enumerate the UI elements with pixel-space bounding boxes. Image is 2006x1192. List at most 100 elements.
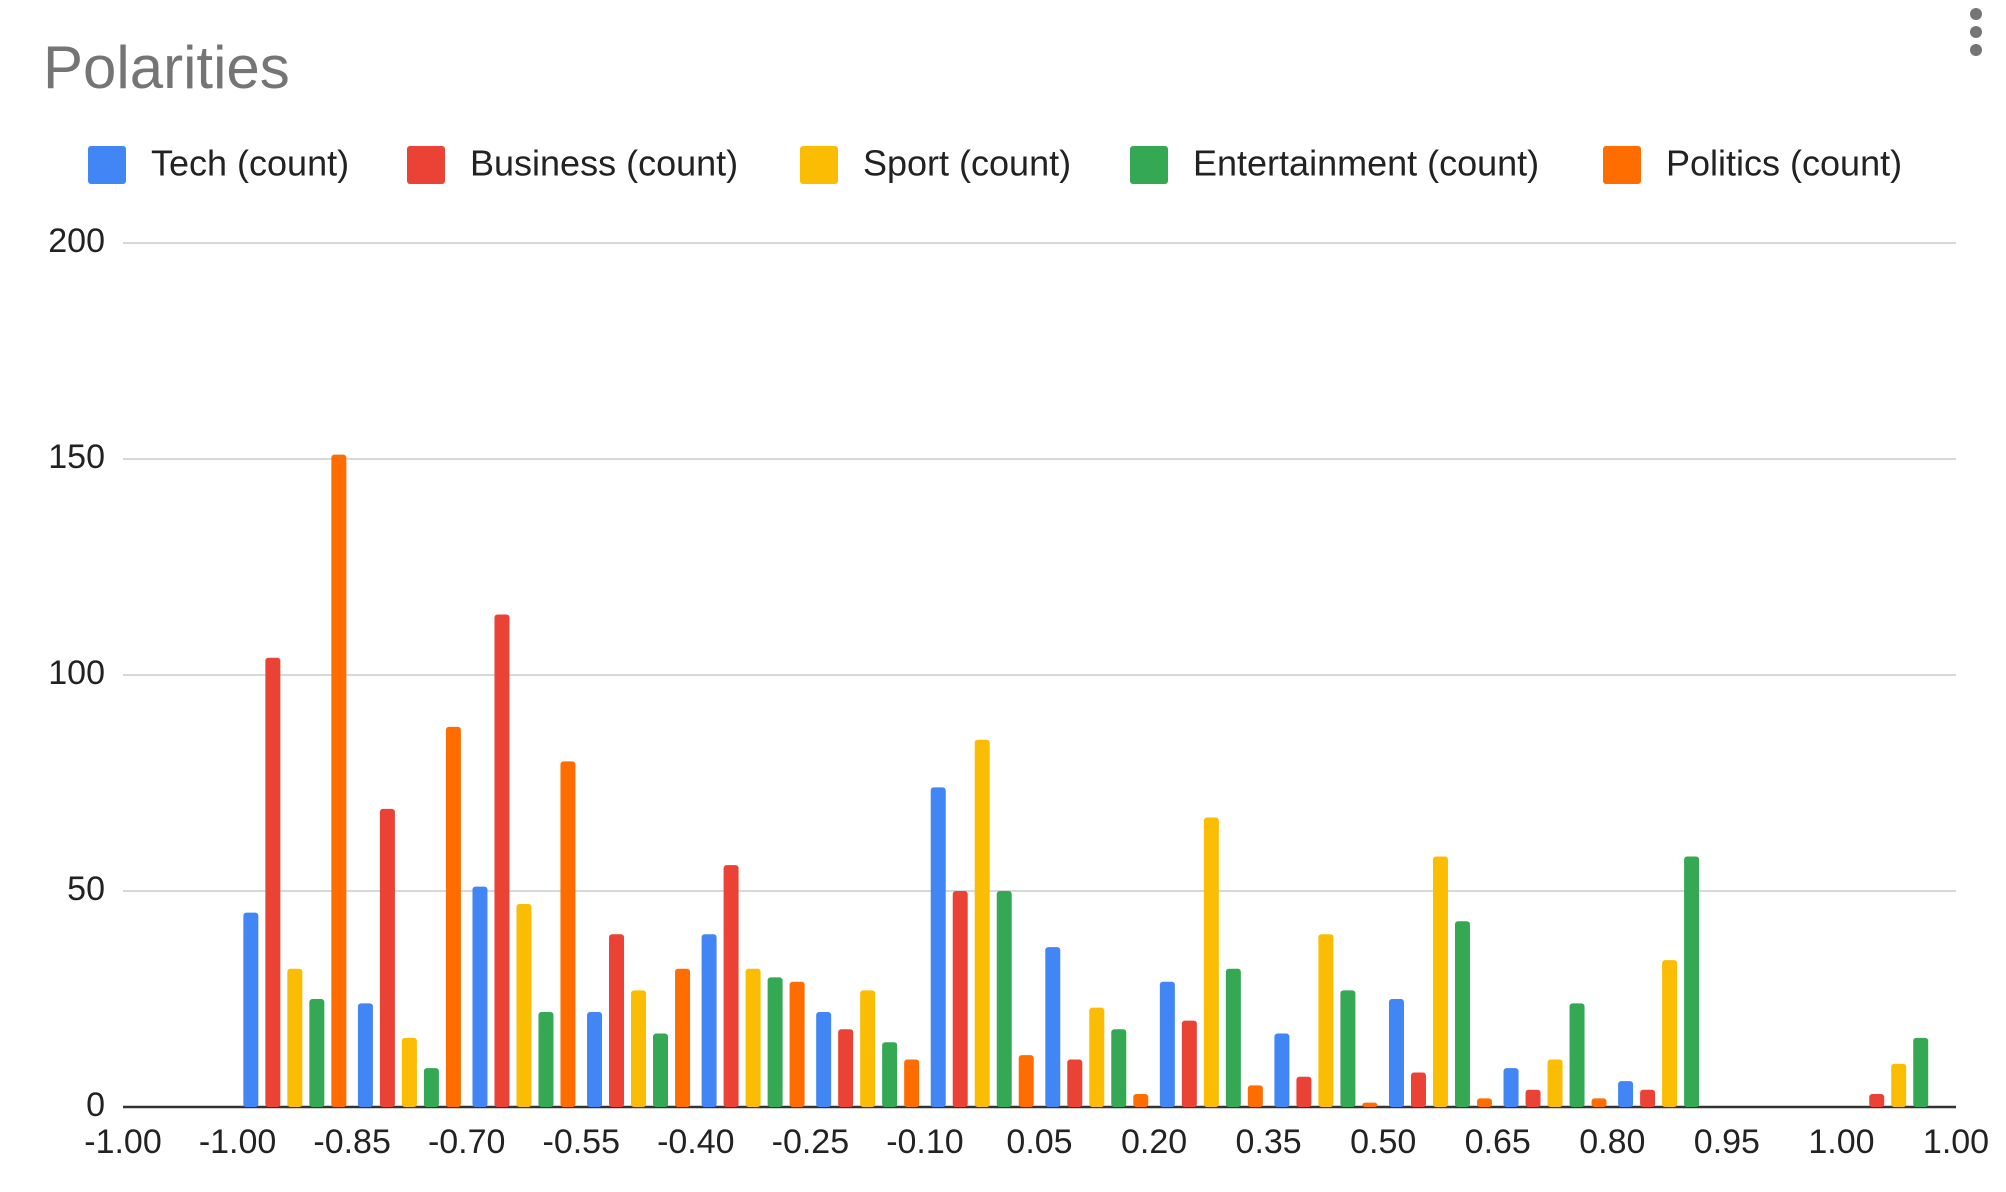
x-tick-label: 0.65 <box>1465 1123 1531 1161</box>
bar <box>1525 1089 1541 1107</box>
bar <box>745 968 761 1107</box>
x-tick-label: -1.00 <box>84 1123 162 1161</box>
bar <box>1274 1033 1290 1107</box>
bar <box>516 903 532 1107</box>
bar <box>904 1059 920 1107</box>
bar <box>838 1029 854 1107</box>
bar <box>1591 1098 1607 1107</box>
bar <box>1067 1059 1083 1107</box>
menu-icon[interactable] <box>1970 8 1982 56</box>
chart-title: Polarities <box>43 34 290 101</box>
bar <box>243 912 259 1107</box>
bar <box>331 454 347 1107</box>
legend-label: Tech (count) <box>151 143 349 184</box>
bar <box>1618 1081 1634 1107</box>
bar <box>587 1011 603 1107</box>
bar <box>1159 981 1175 1107</box>
y-tick-label: 100 <box>48 654 105 692</box>
bar <box>423 1068 439 1107</box>
bar <box>816 1011 832 1107</box>
bar <box>675 968 691 1107</box>
x-tick-label: -0.10 <box>886 1123 964 1161</box>
x-tick-label: 1.00 <box>1808 1123 1874 1161</box>
bar <box>287 968 303 1107</box>
menu-dot <box>1970 26 1982 38</box>
bar <box>1410 1072 1426 1107</box>
y-tick-label: 150 <box>48 438 105 476</box>
bar <box>1362 1102 1378 1107</box>
bar <box>1296 1076 1312 1107</box>
bar <box>1913 1037 1929 1107</box>
bar <box>1684 856 1700 1107</box>
legend-label: Sport (count) <box>863 143 1071 184</box>
x-tick-label: -0.70 <box>428 1123 506 1161</box>
x-tick-label: 0.35 <box>1236 1123 1302 1161</box>
x-tick-label: -0.40 <box>657 1123 735 1161</box>
x-tick-label: -1.00 <box>199 1123 277 1161</box>
bar <box>538 1011 554 1107</box>
bar <box>1045 947 1061 1107</box>
bar <box>1891 1063 1907 1107</box>
bar <box>265 657 281 1107</box>
x-tick-label: 0.05 <box>1006 1123 1072 1161</box>
bar <box>1476 1098 1492 1107</box>
bar <box>1503 1068 1519 1107</box>
bar <box>974 739 990 1107</box>
bar <box>357 1003 373 1107</box>
y-tick-label: 0 <box>86 1086 105 1124</box>
bar <box>1203 817 1219 1107</box>
x-tick-label: 0.50 <box>1350 1123 1416 1161</box>
bar <box>930 787 946 1107</box>
bar <box>767 977 783 1107</box>
menu-dot <box>1970 44 1982 56</box>
bar <box>1662 960 1678 1107</box>
bar <box>472 886 488 1107</box>
bar <box>1454 921 1470 1107</box>
bar <box>1318 934 1334 1107</box>
x-tick-label: -0.55 <box>543 1123 621 1161</box>
legend-swatch <box>407 146 445 184</box>
legend-label: Politics (count) <box>1666 143 1902 184</box>
menu-dot <box>1970 8 1982 20</box>
bar <box>1133 1094 1149 1107</box>
bar <box>401 1037 417 1107</box>
y-tick-label: 50 <box>67 870 105 908</box>
bar <box>445 726 461 1107</box>
bar <box>494 614 510 1107</box>
legend-swatch <box>1603 146 1641 184</box>
bar <box>1640 1089 1656 1107</box>
x-tick-label: 0.95 <box>1694 1123 1760 1161</box>
x-tick-label: 0.20 <box>1121 1123 1187 1161</box>
bar <box>860 990 876 1107</box>
bar <box>1340 990 1356 1107</box>
bar <box>1869 1094 1885 1107</box>
legend-swatch <box>1130 146 1168 184</box>
bar <box>701 934 717 1107</box>
x-tick-label: 1.00 <box>1923 1123 1989 1161</box>
legend-swatch <box>88 146 126 184</box>
legend-label: Entertainment (count) <box>1193 143 1539 184</box>
bar <box>309 999 325 1107</box>
bar <box>1111 1029 1127 1107</box>
x-tick-label: -0.25 <box>772 1123 850 1161</box>
y-tick-label: 200 <box>48 222 105 260</box>
bar <box>1181 1020 1197 1107</box>
bar <box>882 1042 898 1107</box>
bar <box>1547 1059 1563 1107</box>
bar <box>653 1033 669 1107</box>
bar <box>1432 856 1448 1107</box>
bar <box>609 934 625 1107</box>
bar <box>789 981 805 1107</box>
x-tick-label: -0.85 <box>313 1123 391 1161</box>
bar <box>1569 1003 1585 1107</box>
bar <box>952 891 968 1107</box>
bar <box>631 990 647 1107</box>
legend-label: Business (count) <box>470 143 738 184</box>
bar <box>560 761 576 1107</box>
bar <box>1247 1085 1263 1107</box>
bar <box>1089 1007 1105 1107</box>
bar <box>996 891 1012 1107</box>
bar <box>1018 1055 1034 1107</box>
bar <box>379 808 395 1107</box>
